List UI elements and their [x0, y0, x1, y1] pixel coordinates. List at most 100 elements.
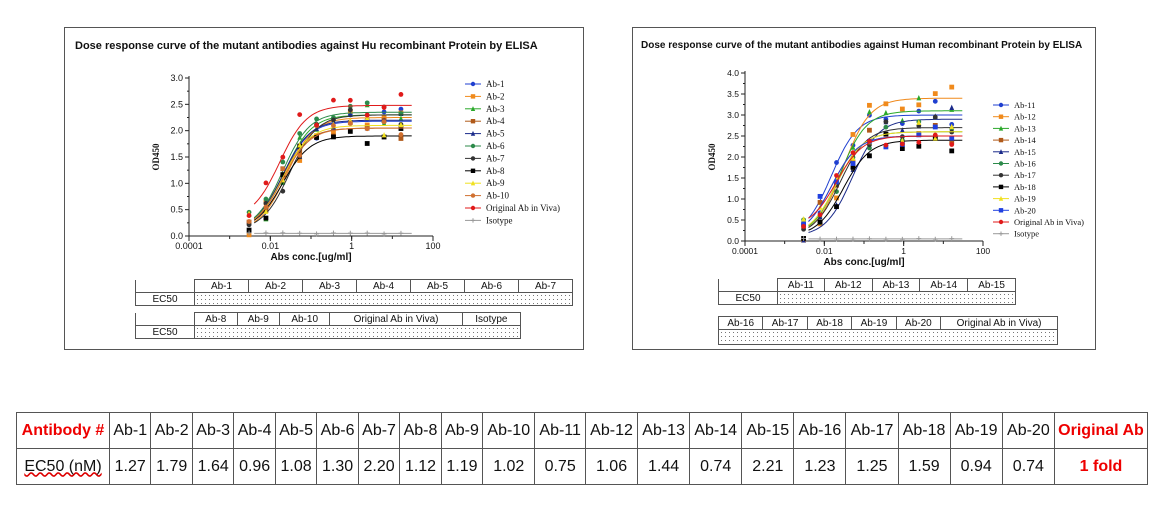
data-point	[331, 230, 336, 236]
mini-header-cell: Isotype	[461, 312, 522, 326]
antibody-column-header: Ab-11	[534, 412, 586, 449]
data-point	[314, 116, 319, 122]
legend-entry: Ab-14	[993, 135, 1036, 145]
legend-entry: Ab-17	[993, 170, 1036, 180]
series-group	[801, 132, 963, 229]
y-tick-label: 1.0	[170, 178, 183, 188]
data-point	[932, 132, 938, 138]
series-group	[246, 119, 412, 224]
mini-header-cell: Ab-9	[236, 312, 280, 326]
y-tick-label: 3.0	[727, 110, 739, 120]
data-point	[850, 132, 856, 137]
data-point	[932, 124, 938, 130]
data-point	[867, 127, 872, 133]
mini-header-cell: Ab-14	[919, 278, 969, 292]
antibody-column-header: Ab-8	[399, 412, 442, 449]
x-axis-label: Abs conc.[ug/ml]	[270, 252, 351, 263]
mini-header-cell: Ab-2	[248, 279, 303, 293]
data-point	[364, 112, 370, 118]
data-point	[347, 107, 353, 113]
data-point	[398, 136, 404, 141]
mini-header-cell: Ab-11	[777, 278, 825, 292]
antibody-column-header: Ab-18	[897, 412, 951, 449]
data-point	[998, 219, 1004, 225]
antibody-header-label: Antibody #	[16, 412, 110, 449]
legend-label: Ab-14	[1014, 135, 1036, 145]
series-group	[801, 84, 963, 243]
legend-entry: Ab-12	[993, 112, 1036, 122]
left-ec50-table-2: Ab-8 Ab-9 Ab-10 Original Ab in Viva) Iso…	[135, 312, 522, 339]
antibody-column-header: Ab-6	[316, 412, 359, 449]
legend-label: Ab-18	[1014, 182, 1036, 192]
data-point	[850, 144, 856, 150]
ec50-value-cell: 1.27	[108, 448, 152, 485]
data-point	[470, 180, 476, 186]
x-tick-label: 100	[976, 246, 990, 256]
antibody-column-header: Ab-2	[150, 412, 193, 449]
y-tick-label: 2.5	[170, 99, 183, 109]
legend-label: Ab-20	[1014, 205, 1036, 215]
antibody-column-header: Original Ab	[1054, 412, 1148, 449]
data-point	[949, 142, 955, 147]
legend-label: Ab-4	[486, 116, 505, 126]
data-point	[398, 126, 404, 131]
data-point	[949, 84, 955, 90]
y-tick-label: 4.0	[727, 68, 739, 78]
data-point	[297, 152, 303, 158]
data-point	[949, 139, 955, 145]
right-dose-response-chart: 0.0 0.5 1.0 1.5 2.0 2.5 3.0 3.5 4.0 0.0001 0.01 1 10…	[707, 68, 1084, 268]
data-point	[932, 135, 938, 141]
data-point	[998, 173, 1004, 178]
ec50-value-cell: 1.08	[274, 448, 318, 485]
data-point	[949, 236, 955, 242]
data-point	[470, 143, 476, 149]
ec50-value-cell: 0.94	[949, 448, 1003, 485]
data-point	[916, 132, 922, 138]
data-point	[470, 205, 476, 211]
antibody-column-header: Ab-15	[741, 412, 795, 449]
x-tick-label: 0.01	[816, 246, 833, 256]
antibody-column-header: Ab-3	[191, 412, 235, 449]
series-group	[801, 131, 963, 241]
fit-curve	[808, 114, 963, 219]
x-tick-label: 0.0001	[732, 246, 758, 256]
data-point	[246, 219, 252, 224]
antibody-column-header: Ab-16	[793, 412, 847, 449]
legend-label: Ab-3	[486, 104, 505, 114]
data-point	[817, 200, 823, 205]
mini-header-cell: Ab-16	[717, 316, 764, 330]
mini-header-cell: Ab-5	[410, 279, 465, 293]
ec50-summary-table: Antibody # Ab-1 Ab-2 Ab-3 Ab-4 Ab-5 Ab-6 Ab-7 A…	[16, 412, 1148, 485]
data-point	[850, 155, 856, 161]
ec50-row-label: EC50	[135, 325, 195, 339]
antibody-column-header: Ab-20	[1001, 412, 1056, 449]
ec50-value-cell: 0.74	[689, 448, 743, 485]
data-point	[916, 236, 922, 241]
legend-label: Ab-6	[486, 141, 505, 151]
data-point	[949, 148, 955, 154]
fit-curve	[808, 127, 963, 229]
data-point	[314, 135, 319, 140]
legend-entry: Ab-11	[993, 100, 1035, 110]
fit-curve	[808, 131, 963, 226]
y-tick-label: 2.0	[727, 152, 739, 162]
legend-label: Ab-13	[1014, 123, 1036, 133]
series-group	[801, 104, 963, 243]
ec50-value-cell: 2.20	[357, 448, 401, 485]
data-point	[470, 119, 476, 124]
mini-header-cell: Ab-1	[194, 279, 249, 293]
data-point	[899, 127, 905, 133]
legend-entry: Ab-3	[465, 104, 505, 114]
data-point	[280, 172, 286, 178]
mini-header-cell: Ab-6	[464, 279, 519, 293]
data-point	[297, 112, 303, 118]
fit-curve	[253, 135, 412, 221]
legend-entry: Isotype	[993, 229, 1039, 239]
right-ec50-table-1: Ab-11 Ab-12 Ab-13 Ab-14 Ab-15 EC50	[718, 278, 1016, 305]
data-point	[899, 141, 905, 147]
x-tick-label: 0.01	[262, 241, 280, 251]
ec50-value-cell: 1.79	[150, 448, 193, 485]
antibody-column-header: Ab-1	[108, 412, 152, 449]
antibody-column-header: Ab-9	[440, 412, 484, 449]
ec50-value-cell: 1.12	[399, 448, 442, 485]
